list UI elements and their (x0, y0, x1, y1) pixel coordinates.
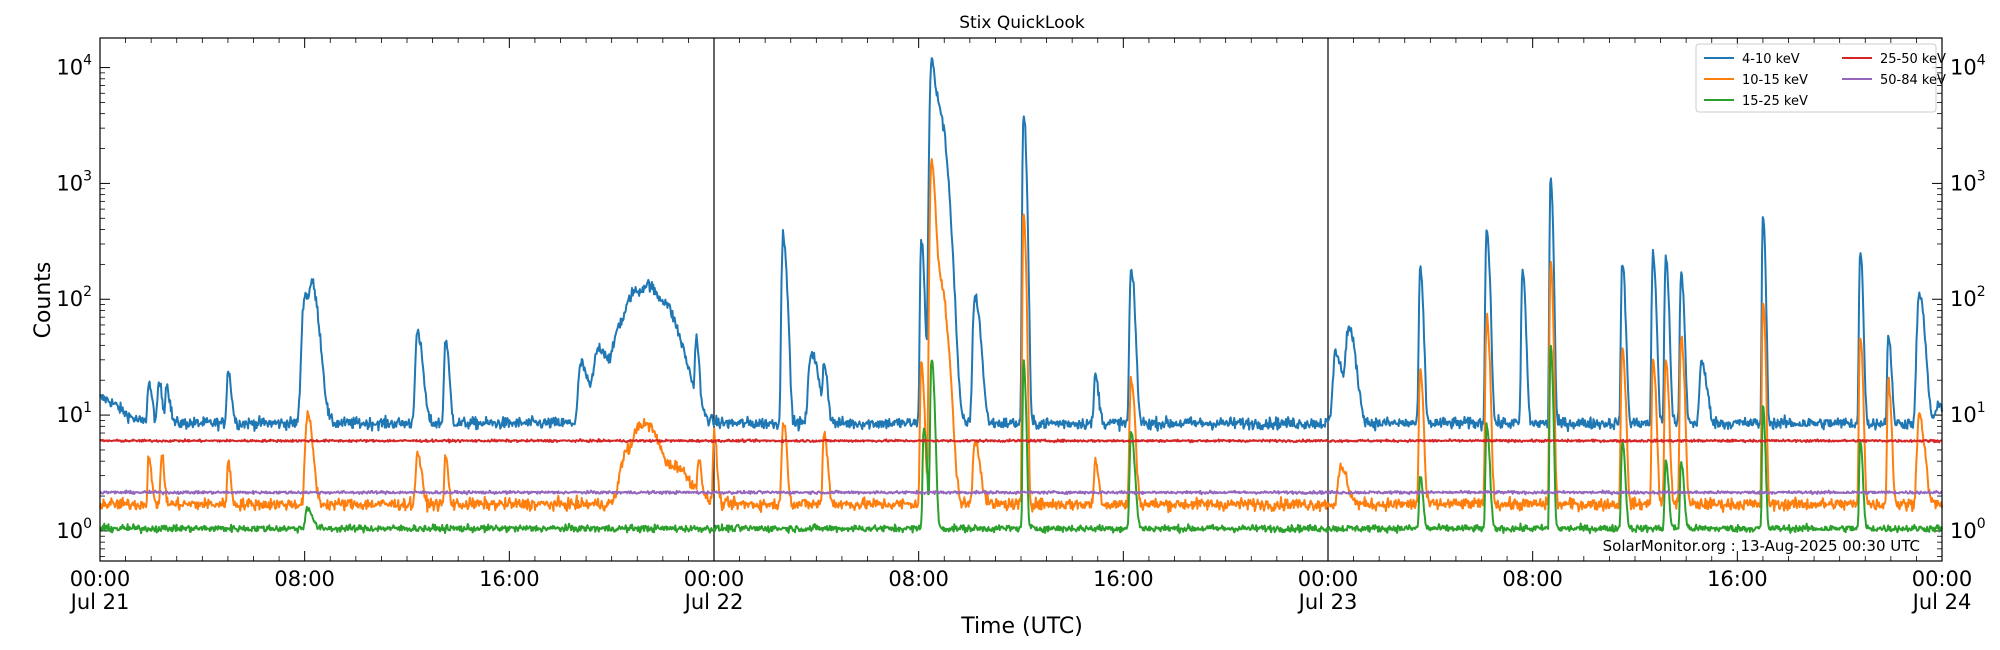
series-line-50-84-kev (99, 489, 1943, 496)
series-line-15-25-kev (99, 344, 1943, 535)
y-tick-labels: 100 100 101 101 102 102 103 103 104 104 (56, 53, 1985, 543)
y-tick-label: 102 (1950, 284, 1986, 311)
x-tick-label-date: Jul 21 (69, 590, 130, 614)
x-tick-label-time: 00:00 (684, 567, 745, 591)
y-tick-label: 104 (56, 53, 92, 80)
legend: 4-10 keV 10-15 keV 15-25 keV 25-50 keV 50-84… (1695, 43, 1946, 113)
legend-box (1695, 43, 1937, 113)
legend-label: 50-84 keV (1880, 73, 1946, 88)
y-tick-label: 103 (56, 168, 92, 195)
data-series (99, 57, 1943, 535)
x-tick-label-time: 16:00 (1093, 567, 1154, 591)
x-tick-label-time: 16:00 (479, 567, 540, 591)
y-tick-label: 104 (1950, 53, 1986, 80)
y-tick-label: 101 (1950, 400, 1986, 427)
y-tick-label: 100 (1950, 516, 1986, 543)
y-tick-label: 102 (56, 284, 92, 311)
legend-label: 25-50 keV (1880, 52, 1946, 67)
legend-label: 10-15 keV (1742, 73, 1808, 88)
x-tick-label-time: 00:00 (70, 567, 131, 591)
legend-label: 4-10 keV (1742, 52, 1800, 67)
day-boundary-lines (713, 38, 1329, 561)
axis-ticks (99, 38, 1943, 561)
x-tick-label-time: 08:00 (274, 567, 335, 591)
x-tick-label-time: 08:00 (1502, 567, 1563, 591)
x-tick-label-date: Jul 24 (1911, 590, 1972, 614)
x-axis-label: Time (UTC) (960, 614, 1083, 639)
y-tick-label: 100 (56, 516, 92, 543)
credit-text: SolarMonitor.org : 13-Aug-2025 00:30 UTC (1603, 537, 1920, 555)
x-tick-label-time: 16:00 (1707, 567, 1768, 591)
y-tick-label: 101 (56, 400, 92, 427)
series-line-25-50-kev (99, 438, 1943, 444)
plot-frame (99, 37, 1943, 562)
x-tick-label-date: Jul 23 (1297, 590, 1358, 614)
legend-label: 15-25 keV (1742, 94, 1808, 109)
chart-title: Stix QuickLook (959, 13, 1085, 33)
y-tick-label: 103 (1950, 168, 1986, 195)
x-tick-label-date: Jul 22 (683, 590, 744, 614)
x-tick-label-time: 08:00 (888, 567, 949, 591)
x-tick-label-time: 00:00 (1298, 567, 1359, 591)
y-axis-label: Counts (31, 262, 56, 339)
x-tick-label-time: 00:00 (1912, 567, 1973, 591)
